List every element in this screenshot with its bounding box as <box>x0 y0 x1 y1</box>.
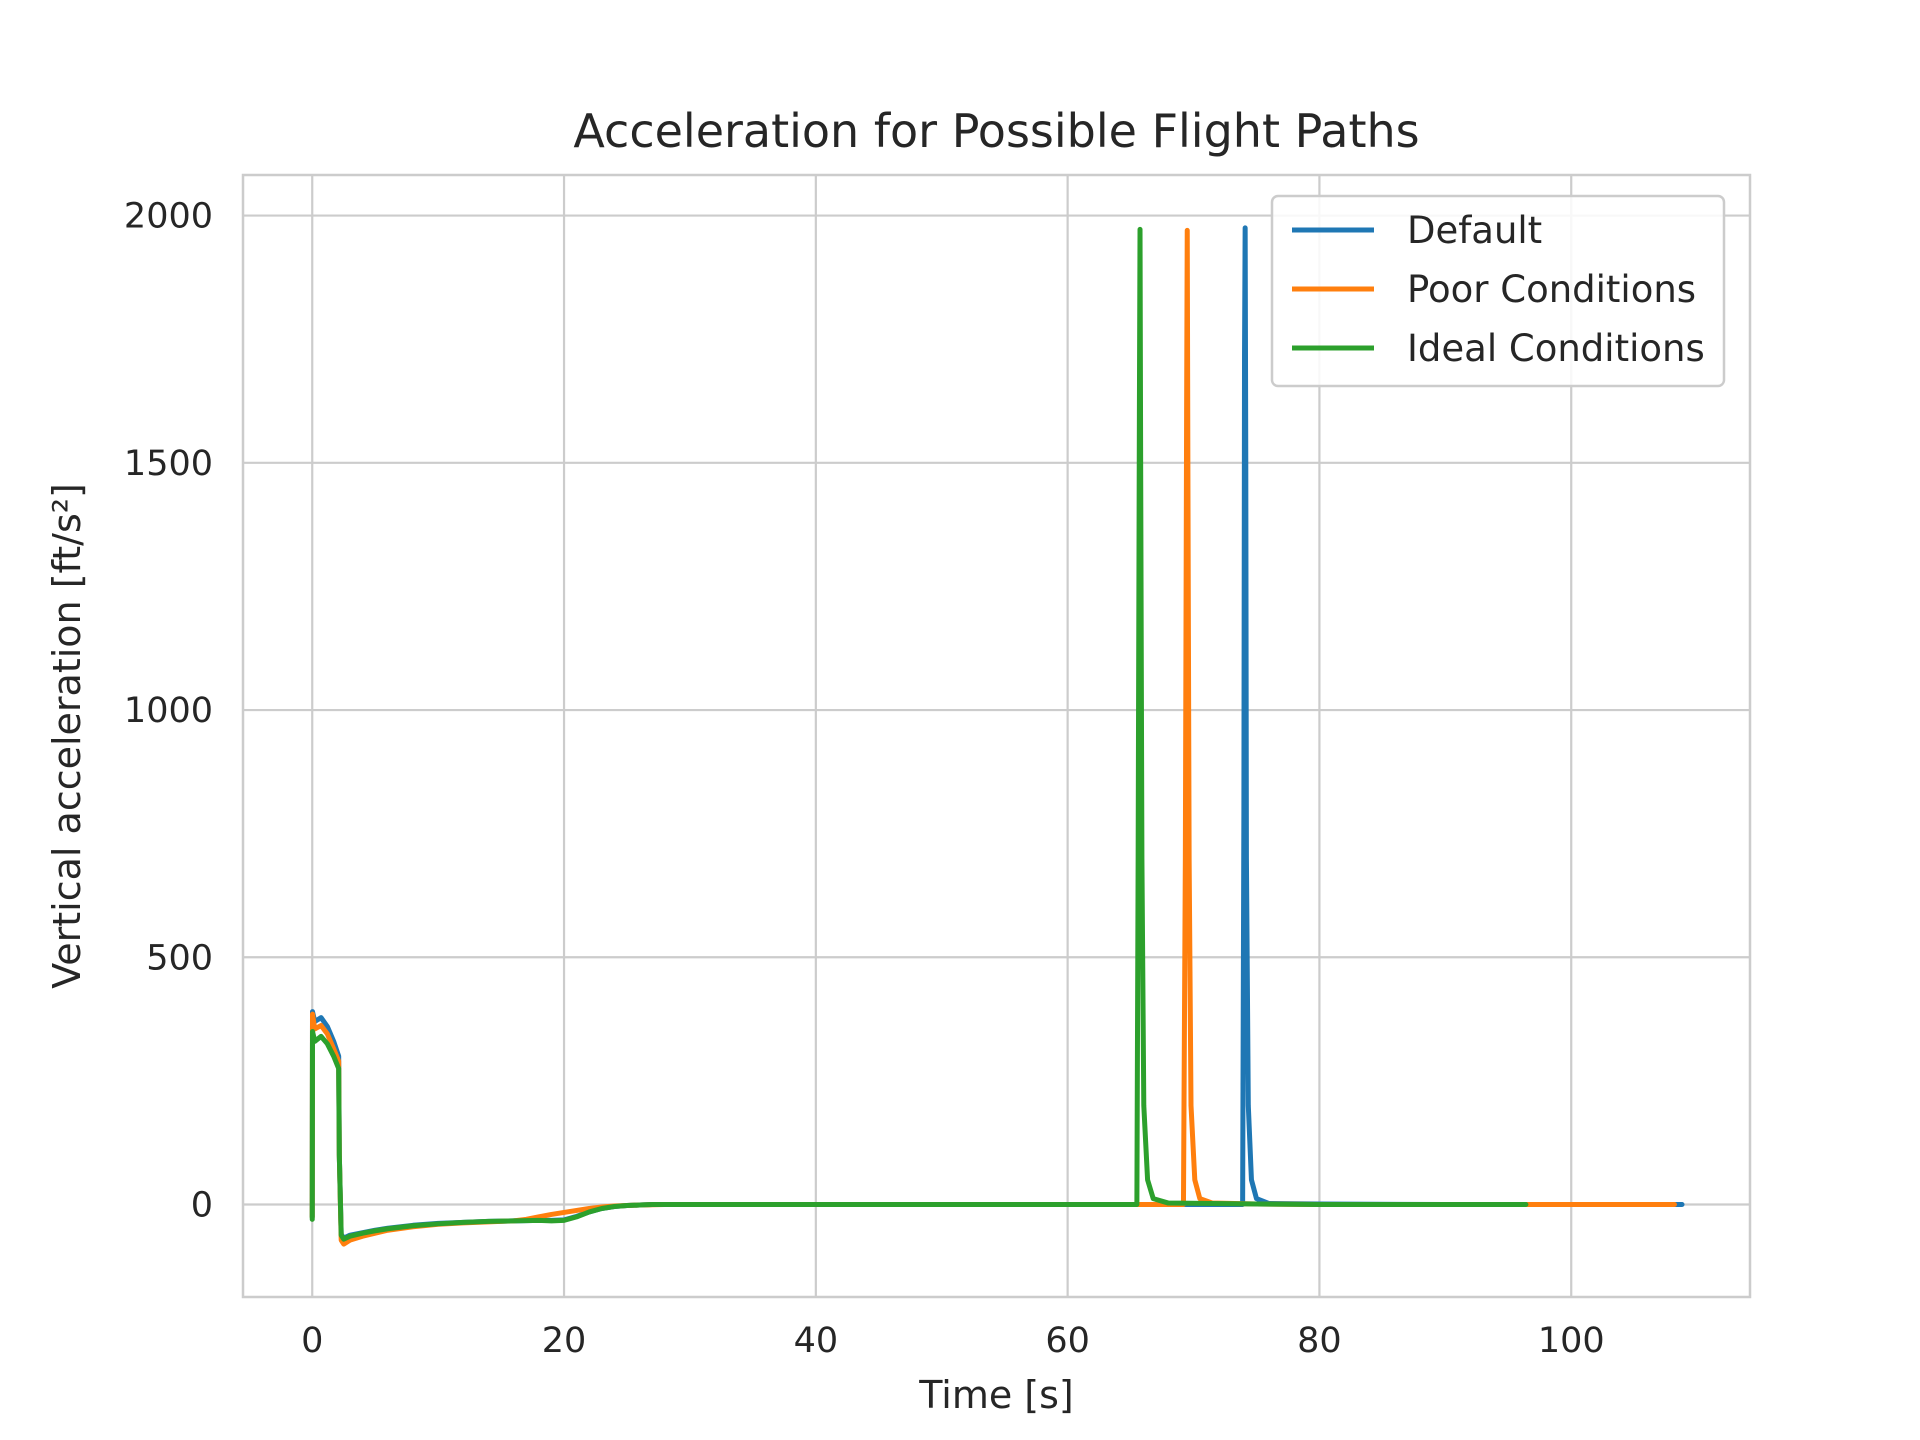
series-group <box>309 225 1685 1247</box>
legend-label-default: Default <box>1407 209 1542 252</box>
y-tick-label-1: 500 <box>146 938 213 978</box>
x-tick-label-0: 0 <box>301 1321 323 1361</box>
legend-label-ideal-conditions: Ideal Conditions <box>1407 327 1705 370</box>
y-tick-label-3: 1500 <box>124 444 213 484</box>
x-tick-label-4: 80 <box>1297 1321 1342 1361</box>
x-tick-label-3: 60 <box>1045 1321 1090 1361</box>
legend-label-poor-conditions: Poor Conditions <box>1407 268 1696 311</box>
legend-box <box>1270 194 1726 388</box>
y-tick-label-0: 0 <box>191 1186 213 1226</box>
x-tick-label-2: 40 <box>794 1321 839 1361</box>
x-axis-label: Time [s] <box>918 1373 1074 1417</box>
y-tick-label-4: 2000 <box>124 197 213 237</box>
chart-title: Acceleration for Possible Flight Paths <box>573 104 1419 158</box>
y-tick-label-2: 1000 <box>124 691 213 731</box>
series-line-ideal-conditions <box>309 226 1529 1242</box>
legend: Default Poor Conditions Ideal Conditions <box>1270 194 1726 388</box>
axes-frame <box>241 173 1752 1299</box>
x-tick-label-5: 100 <box>1538 1321 1605 1361</box>
x-tick-label-1: 20 <box>542 1321 587 1361</box>
series-line-poor-conditions <box>309 227 1677 1247</box>
y-axis-label: Vertical acceleration [ft/s²] <box>45 483 89 989</box>
